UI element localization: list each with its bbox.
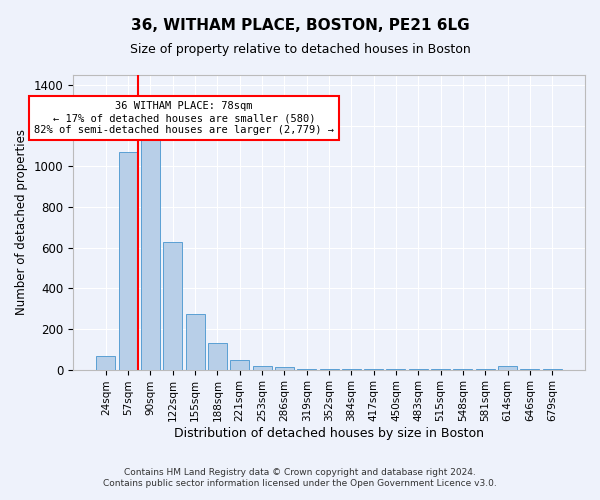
Bar (96, 356, 115, 370)
Bar (185, 314, 205, 370)
Bar (163, 242, 182, 370)
Text: 36, WITHAM PLACE, BOSTON, PE21 6LG: 36, WITHAM PLACE, BOSTON, PE21 6LG (131, 18, 469, 32)
Bar (320, 369, 338, 370)
Text: 36 WITHAM PLACE: 78sqm
← 17% of detached houses are smaller (580)
82% of semi-de: 36 WITHAM PLACE: 78sqm ← 17% of detached… (34, 102, 334, 134)
Text: Contains HM Land Registry data © Crown copyright and database right 2024.
Contai: Contains HM Land Registry data © Crown c… (103, 468, 497, 487)
Bar (208, 343, 227, 369)
Text: Size of property relative to detached houses in Boston: Size of property relative to detached ho… (130, 42, 470, 56)
Bar (297, 368, 316, 370)
Bar (498, 366, 517, 370)
Bar (230, 360, 249, 370)
Bar (275, 367, 294, 370)
Bar (141, 135, 160, 370)
X-axis label: Distribution of detached houses by size in Boston: Distribution of detached houses by size … (174, 427, 484, 440)
Bar (119, 152, 137, 370)
Y-axis label: Number of detached properties: Number of detached properties (15, 130, 28, 316)
Bar (253, 366, 272, 370)
